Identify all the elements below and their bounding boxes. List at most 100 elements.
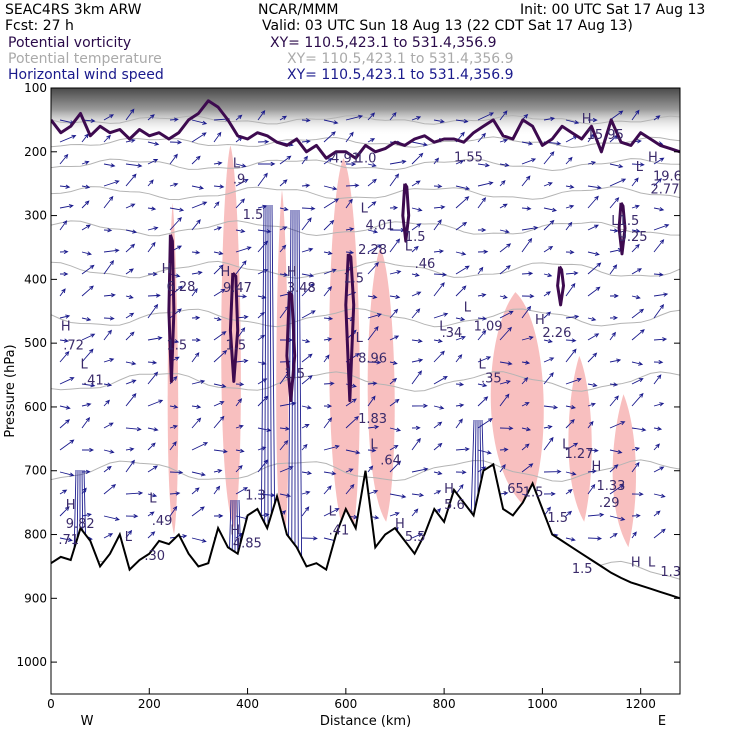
contour-label: L [361, 201, 369, 216]
wind-vector [257, 395, 269, 407]
wind-vector [631, 427, 647, 432]
contour-label: .41 [329, 524, 350, 539]
wind-vector [587, 382, 598, 388]
wind-vector [389, 512, 400, 517]
wind-vector [367, 448, 377, 453]
wind-vector [125, 361, 137, 366]
wind-vector [389, 335, 400, 341]
wind-vector [653, 304, 665, 319]
wind-vector [477, 227, 487, 233]
wind-vector [257, 161, 276, 167]
contour-label: 4.01 [366, 219, 395, 234]
wind-vector [81, 383, 96, 388]
contour-label: .64 [380, 453, 401, 468]
wind-vector [455, 285, 467, 297]
contour-label: 6.28 [166, 280, 195, 295]
wind-vector [565, 338, 577, 343]
wind-vector [631, 461, 640, 473]
wind-vector [279, 244, 287, 253]
wind-vector [345, 198, 353, 209]
wind-vector [103, 399, 110, 407]
east-label: E [658, 714, 666, 729]
wind-vector [477, 293, 487, 298]
wind-vector [565, 221, 573, 231]
wind-vector [543, 311, 552, 319]
wind-vector [477, 249, 489, 254]
wind-vector [389, 398, 400, 407]
wind-vector [213, 449, 228, 454]
wind-vector [389, 294, 401, 300]
x-tick-label: 400 [236, 697, 259, 711]
wind-vector [125, 229, 138, 234]
wind-vector [125, 243, 136, 253]
wind-vector [609, 197, 620, 209]
wind-vector [411, 370, 422, 385]
wind-vector [147, 141, 160, 146]
wind-vector [279, 272, 289, 277]
wind-vector [257, 109, 266, 121]
wind-vector [169, 441, 177, 451]
wind-vector [433, 421, 443, 429]
wind-vector [191, 442, 209, 451]
wind-vector [433, 442, 443, 451]
y-tick-label: 100 [24, 81, 47, 95]
wind-vector [587, 402, 596, 407]
wind-vector [257, 229, 272, 234]
wind-vector [191, 404, 202, 409]
wind-vector [279, 439, 289, 451]
y-tick-label: 1000 [16, 655, 47, 669]
wind-vector [103, 228, 113, 233]
wind-vector [609, 484, 625, 495]
wind-vector [191, 250, 201, 255]
wind-vector [653, 402, 665, 407]
wind-vector [455, 447, 470, 452]
wind-vector [389, 205, 399, 210]
wind-vector [367, 201, 377, 209]
wind-vector [631, 392, 644, 407]
contour-label: .46 [415, 257, 436, 272]
wind-vector [323, 268, 337, 275]
contour-label: 4.91 [331, 152, 360, 167]
wind-vector [587, 352, 598, 363]
terrain-layer [51, 462, 680, 694]
wind-vector [411, 358, 424, 363]
wind-vector [125, 173, 137, 187]
wind-vector [433, 272, 447, 277]
wind-vector [345, 398, 357, 407]
wind-vector [631, 491, 644, 497]
wind-vector [389, 238, 401, 253]
wind-vector [477, 382, 488, 388]
wind-vector [477, 396, 489, 407]
wind-vector [323, 354, 330, 363]
wind-vector [367, 395, 376, 407]
theta-contour [51, 307, 680, 328]
wind-vector [609, 395, 619, 407]
wind-vector [103, 329, 112, 341]
wind-vector [367, 465, 374, 473]
wind-vector [565, 377, 582, 385]
wind-vector [191, 155, 201, 165]
wind-vector [565, 510, 573, 517]
wind-vector [103, 134, 111, 143]
wind-vector [367, 112, 376, 121]
wind-vector [323, 471, 337, 476]
wind-vector [587, 469, 597, 474]
wind-vector [81, 447, 95, 453]
wind-vector [389, 173, 400, 187]
wind-vector [81, 402, 92, 407]
wind-vector [367, 244, 383, 253]
wind-vector [323, 485, 332, 495]
wind-vector [191, 219, 201, 231]
wind-vector [59, 338, 69, 343]
wind-vector [323, 403, 333, 409]
wind-vector [631, 295, 641, 300]
wind-vector [411, 437, 421, 451]
wind-vector [455, 119, 469, 124]
wind-vector [345, 483, 355, 495]
theta-contour [51, 114, 680, 125]
wind-vector [147, 293, 161, 298]
pv-contour-pv-column [285, 291, 297, 403]
wind-vector [543, 405, 559, 410]
contour-label: L [329, 504, 337, 519]
stratosphere-shading [51, 88, 680, 136]
